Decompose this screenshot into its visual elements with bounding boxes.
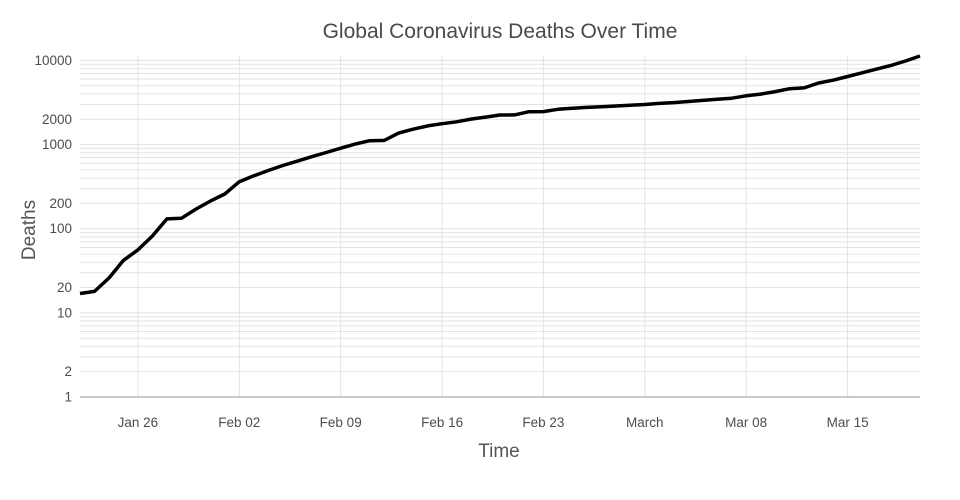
chart-title: Global Coronavirus Deaths Over Time xyxy=(322,20,678,43)
x-tick-label: Mar 15 xyxy=(827,415,869,430)
x-tick-label: Feb 16 xyxy=(421,415,463,430)
y-tick-label: 1 xyxy=(64,390,72,405)
x-tick-label: Jan 26 xyxy=(118,415,159,430)
y-tick-label: 2 xyxy=(64,364,72,379)
x-axis-title: Time xyxy=(478,441,520,462)
x-tick-label: Feb 09 xyxy=(320,415,362,430)
deaths-series-line xyxy=(79,54,921,296)
x-tick-label: March xyxy=(626,415,664,430)
x-tick-label: Mar 08 xyxy=(725,415,767,430)
x-tick-label: Feb 23 xyxy=(522,415,564,430)
y-tick-label: 10000 xyxy=(34,53,72,68)
y-tick-label: 200 xyxy=(49,196,72,211)
x-tick-label: Feb 02 xyxy=(218,415,260,430)
y-tick-label: 10 xyxy=(57,305,72,320)
y-tick-label: 1000 xyxy=(42,137,72,152)
y-tick-label: 20 xyxy=(57,280,72,295)
y-tick-label: 100 xyxy=(49,221,72,236)
y-tick-label: 2000 xyxy=(42,112,72,127)
